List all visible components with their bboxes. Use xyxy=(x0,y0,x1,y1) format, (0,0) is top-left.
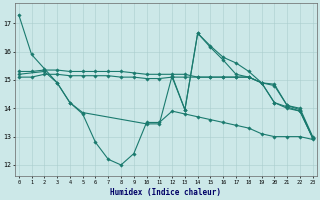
X-axis label: Humidex (Indice chaleur): Humidex (Indice chaleur) xyxy=(110,188,221,197)
